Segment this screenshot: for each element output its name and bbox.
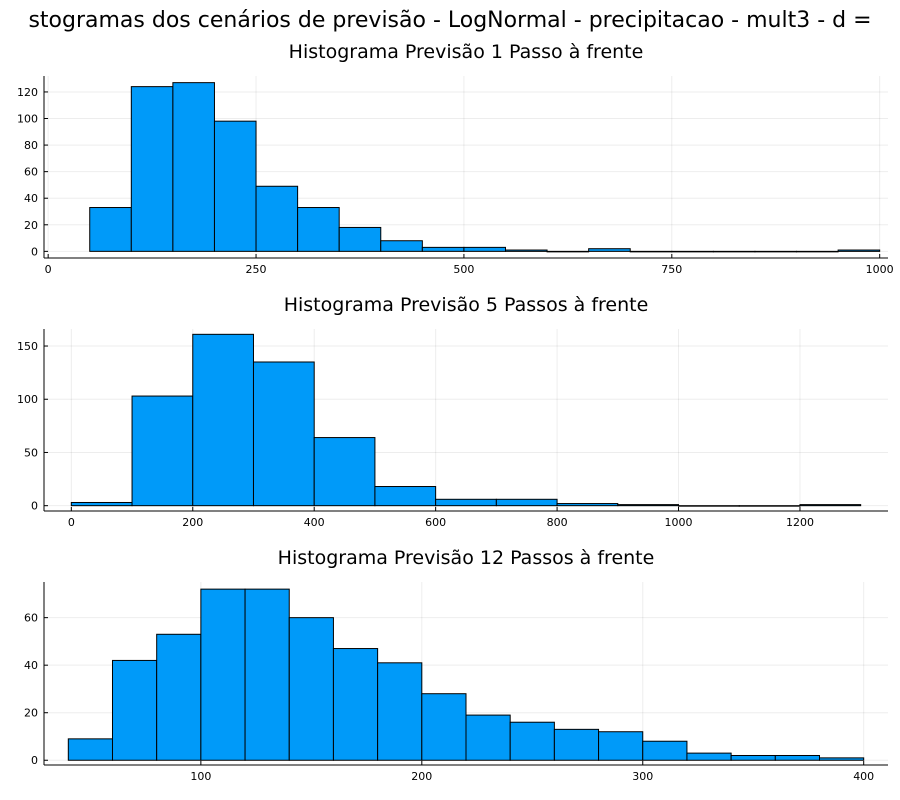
panel-2-y-tick-label: 100	[17, 393, 38, 406]
panel-1-bar-3	[172, 82, 215, 252]
panel-3-y-tick-label: 20	[24, 707, 38, 720]
panel-3-x-tick-label: 100	[190, 770, 211, 783]
panel-1-y-tick-label: 60	[24, 166, 38, 179]
panel-2-bar-5	[313, 437, 376, 507]
panel-3-y-tick-label: 60	[24, 612, 38, 625]
panel-3-bar-16	[730, 754, 776, 761]
panel-2-title: Histograma Previsão 5 Passos à frente	[284, 294, 649, 316]
panel-2-y-tick-label: 50	[24, 446, 38, 459]
panel-1-bar-16	[712, 250, 756, 253]
panel-3-bar-7	[332, 648, 379, 761]
panel-3-plot-area: 100 200 300 400 0 20 40 60	[24, 582, 888, 783]
panel-3-bar-8	[377, 662, 423, 761]
panel-3-bar-11	[509, 721, 555, 761]
panel-2-bar-4	[252, 361, 315, 507]
panel-3-bar-15	[686, 752, 732, 761]
panel-1-bar-19	[837, 249, 881, 252]
histogram-panel-1: Histograma Previsão 1 Passo à frente 0 25…	[17, 41, 894, 276]
panel-1-bar-8	[380, 240, 423, 252]
panel-1-bar-7	[338, 226, 382, 252]
panel-2-bar-13	[799, 504, 862, 507]
panel-1-x-tick-label: 750	[661, 263, 682, 276]
panel-3-title: Histograma Previsão 12 Passos à frente	[278, 547, 655, 569]
panel-1-bar-9	[421, 246, 465, 252]
panel-3-bar-14	[642, 740, 688, 761]
panel-1-y-tick-label: 100	[17, 113, 38, 126]
panel-2-bar-2	[131, 395, 194, 507]
panel-1-bar-14	[629, 250, 673, 253]
panel-1-bar-2	[130, 86, 174, 252]
panel-1-bar-5	[255, 185, 299, 252]
panel-3-bar-12	[553, 728, 600, 761]
panel-3-x-tick-label: 200	[411, 770, 432, 783]
panel-1-bar-11	[504, 249, 548, 252]
panel-2-bar-11	[678, 505, 740, 507]
panel-2-bar-7	[435, 498, 497, 507]
panel-2-bar-10	[617, 504, 680, 507]
panel-1-x-tick-label: 1000	[866, 263, 894, 276]
panel-2-bar-12	[738, 505, 801, 507]
panel-1-bar-1	[89, 207, 132, 252]
panel-2-plot-area: 0 200 400 600 800 1000 1200 0 50 100 150	[17, 329, 888, 529]
panel-3-bar-13	[598, 731, 644, 761]
panel-2-y-tick-label: 150	[17, 340, 38, 353]
panel-3-x-tick-label: 400	[853, 770, 874, 783]
panel-1-title: Histograma Previsão 1 Passo à frente	[289, 41, 644, 63]
panel-1-y-tick-label: 120	[17, 86, 38, 99]
panel-2-x-tick-label: 800	[547, 516, 568, 529]
panel-2-x-tick-label: 1000	[665, 516, 693, 529]
panel-3-bar-5	[244, 588, 290, 761]
panel-2-x-tick-label: 400	[304, 516, 325, 529]
panel-1-bar-10	[463, 246, 506, 252]
panel-1-y-tick-label: 80	[24, 139, 38, 152]
panel-3-bar-18	[819, 757, 865, 761]
panel-1-x-tick-label: 500	[453, 263, 474, 276]
panel-2-bar-6	[374, 486, 437, 507]
panel-3-y-tick-label: 0	[31, 754, 38, 767]
panel-2-y-tick-label: 0	[31, 500, 38, 513]
panel-3-bar-2	[111, 659, 158, 761]
panel-3-bar-10	[465, 714, 511, 761]
panel-2-x-tick-label: 600	[425, 516, 446, 529]
panel-3-bar-1	[67, 738, 113, 761]
panel-3-bar-6	[288, 617, 334, 761]
panel-3-bar-4	[200, 588, 246, 761]
panel-3-bar-17	[774, 754, 821, 761]
panel-1-x-tick-label: 250	[246, 263, 267, 276]
panel-1-y-tick-label: 40	[24, 192, 38, 205]
panel-3-bar-9	[421, 693, 467, 761]
histogram-panel-2: Histograma Previsão 5 Passos à frente 0 2…	[17, 294, 888, 529]
panel-2-x-tick-label: 200	[182, 516, 203, 529]
panel-2-bar-8	[495, 498, 558, 507]
panel-1-bar-12	[546, 250, 590, 253]
panel-1-bar-15	[671, 250, 714, 253]
panel-2-bar-1	[70, 501, 133, 507]
panel-1-plot-area: 0 250 500 750 1000 0 20 40 60 80 100 120	[17, 76, 894, 276]
figure-title: stogramas dos cenários de previsão - Log…	[28, 8, 871, 33]
panel-1-bar-13	[588, 248, 631, 252]
panel-1-x-tick-label: 0	[45, 263, 52, 276]
histogram-panel-3: Histograma Previsão 12 Passos à frente 1…	[24, 547, 888, 783]
panel-3-y-tick-label: 40	[24, 659, 38, 672]
panel-2-bar-9	[556, 503, 619, 507]
panel-2-bar-3	[192, 333, 254, 507]
panel-3-bar-3	[156, 633, 202, 761]
panel-2-x-tick-label: 0	[68, 516, 75, 529]
panel-3-x-tick-label: 300	[632, 770, 653, 783]
panel-1-y-tick-label: 0	[31, 245, 38, 258]
panel-2-x-tick-label: 1200	[786, 516, 814, 529]
panel-1-bar-4	[213, 120, 257, 252]
panel-1-y-tick-label: 20	[24, 219, 38, 232]
panel-1-bar-6	[297, 207, 340, 252]
panel-1-bar-17	[754, 250, 798, 253]
panel-1-bar-18	[796, 250, 839, 253]
